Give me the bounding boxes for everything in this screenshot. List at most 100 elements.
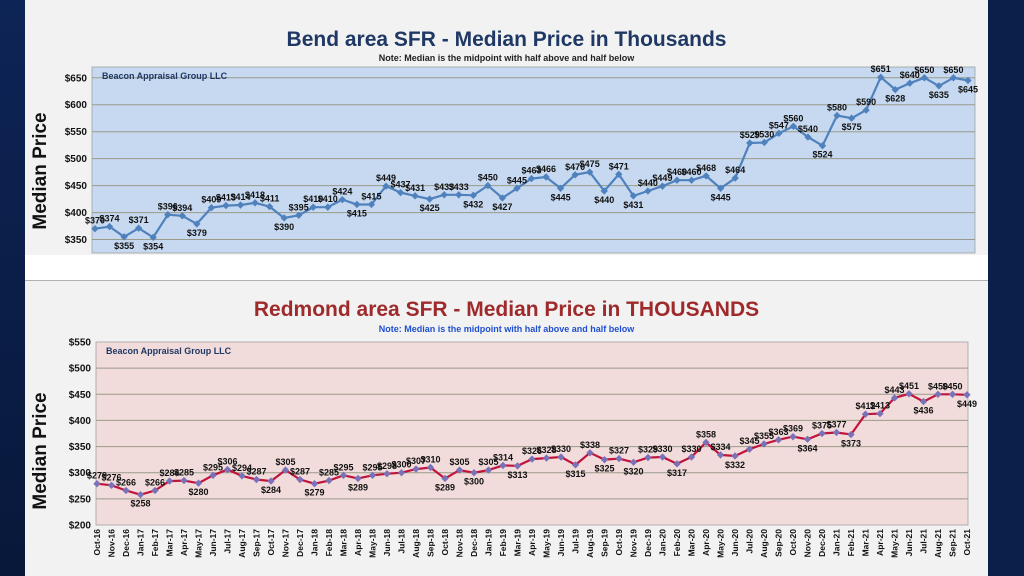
bend-data-label: $411: [260, 194, 280, 204]
redmond-watermark: Beacon Appraisal Group LLC: [106, 346, 232, 356]
redmond-data-label: $369: [783, 424, 803, 434]
bend-data-label: $410: [303, 194, 323, 204]
redmond-data-label: $294: [232, 463, 252, 473]
redmond-x-tick-label: Mar-18: [339, 529, 349, 557]
redmond-x-tick-label: Oct-16: [92, 529, 102, 556]
bend-data-label: $445: [711, 192, 731, 202]
redmond-data-label: $295: [362, 462, 382, 472]
redmond-data-label: $298: [377, 461, 397, 471]
redmond-data-point: [687, 453, 696, 461]
redmond-data-label: $310: [420, 454, 440, 464]
redmond-x-tick-label: Jun-17: [208, 529, 218, 557]
redmond-data-point: [600, 455, 609, 464]
redmond-x-tick-label: Aug-20: [759, 529, 769, 558]
bend-data-label: $354: [143, 241, 163, 251]
redmond-x-tick-label: May-21: [890, 529, 900, 558]
bend-data-label: $410: [318, 194, 338, 204]
bend-data-label: $396: [158, 202, 178, 212]
redmond-data-label: $305: [275, 457, 295, 467]
redmond-x-tick-label: Aug-17: [237, 529, 247, 558]
redmond-data-label: $276: [101, 472, 121, 482]
bend-data-point: [964, 76, 972, 85]
redmond-data-label: $305: [478, 457, 498, 467]
redmond-data-label: $285: [174, 468, 194, 478]
bend-plot-area: [91, 66, 976, 254]
redmond-data-label: $358: [696, 429, 716, 439]
bend-data-point: [731, 174, 739, 182]
bend-data-point: [556, 184, 565, 192]
redmond-data-point: [223, 465, 232, 474]
bend-data-point: [746, 139, 754, 147]
bend-data-label: $370: [85, 216, 105, 226]
redmond-data-point: [238, 472, 246, 480]
bend-data-label: $425: [420, 203, 440, 213]
bend-data-label: $547: [769, 120, 789, 130]
bend-data-label: $379: [187, 228, 207, 238]
redmond-data-point: [252, 475, 261, 484]
redmond-data-label: $373: [841, 439, 861, 449]
redmond-data-point: [397, 469, 406, 477]
bend-data-label: $560: [783, 113, 803, 123]
redmond-data-point: [310, 480, 319, 488]
bend-data-point: [789, 122, 798, 130]
redmond-data-point: [296, 475, 304, 484]
panel-divider: [25, 255, 988, 281]
redmond-data-point: [426, 463, 435, 472]
redmond-x-tick-label: Feb-19: [498, 529, 508, 557]
redmond-x-tick-label: Nov-18: [455, 529, 465, 558]
redmond-data-label: $313: [507, 470, 527, 480]
redmond-data-point: [818, 429, 826, 438]
redmond-y-tick-label: $500: [69, 364, 92, 375]
bend-data-label: $470: [565, 162, 585, 172]
redmond-data-point: [789, 432, 797, 441]
bend-data-label: $449: [376, 173, 396, 183]
redmond-x-tick-label: Jan-19: [484, 529, 494, 556]
redmond-x-tick-label: May-19: [542, 529, 552, 558]
redmond-data-label: $300: [464, 477, 484, 487]
redmond-x-tick-label: Mar-17: [165, 529, 175, 557]
redmond-data-point: [803, 435, 812, 443]
redmond-x-tick-label: Jul-17: [223, 529, 233, 554]
redmond-data-label: $284: [159, 468, 179, 478]
redmond-x-tick-label: Mar-20: [687, 529, 697, 557]
redmond-x-tick-label: Dec-17: [295, 529, 305, 557]
bend-data-point: [644, 187, 652, 195]
redmond-data-label: $450: [928, 381, 948, 391]
redmond-data-label: $329: [638, 445, 658, 455]
redmond-data-point: [629, 458, 638, 466]
bend-data-point: [615, 170, 623, 178]
bend-data-point: [164, 211, 172, 219]
bend-data-point: [222, 201, 230, 210]
redmond-data-label: $330: [551, 444, 571, 454]
redmond-data-label: $289: [435, 482, 455, 492]
redmond-x-tick-label: Dec-18: [469, 529, 479, 557]
redmond-x-tick-label: Apr-18: [353, 529, 363, 556]
bend-data-label: $409: [201, 195, 221, 205]
redmond-data-point: [890, 394, 899, 402]
redmond-x-tick-label: Apr-19: [527, 529, 537, 556]
redmond-data-label: $287: [246, 467, 266, 477]
redmond-x-tick-label: Aug-18: [411, 529, 421, 558]
bend-data-point: [178, 212, 186, 220]
redmond-x-tick-label: Jul-18: [397, 529, 407, 554]
redmond-x-tick-label: Jan-18: [310, 529, 320, 556]
bend-data-point: [586, 168, 594, 176]
bend-data-label: $651: [871, 64, 891, 74]
bend-data-label: $390: [274, 222, 294, 232]
bend-data-point: [425, 195, 434, 203]
redmond-data-label: $258: [130, 499, 150, 509]
bend-data-point: [411, 192, 419, 200]
bend-data-label: $418: [245, 190, 265, 200]
bend-data-point: [949, 74, 958, 82]
redmond-x-tick-label: Apr-20: [701, 529, 711, 556]
redmond-data-label: $412: [855, 401, 875, 411]
bend-data-label: $355: [114, 241, 134, 251]
bend-data-label: $374: [100, 214, 120, 224]
bend-data-point: [498, 194, 507, 202]
bend-data-label: $445: [551, 192, 571, 202]
bend-data-point: [775, 129, 783, 137]
redmond-y-tick-label: $400: [69, 416, 92, 427]
bend-data-label: $471: [609, 161, 629, 171]
redmond-data-label: $355: [754, 431, 774, 441]
redmond-data-label: $266: [116, 477, 136, 487]
